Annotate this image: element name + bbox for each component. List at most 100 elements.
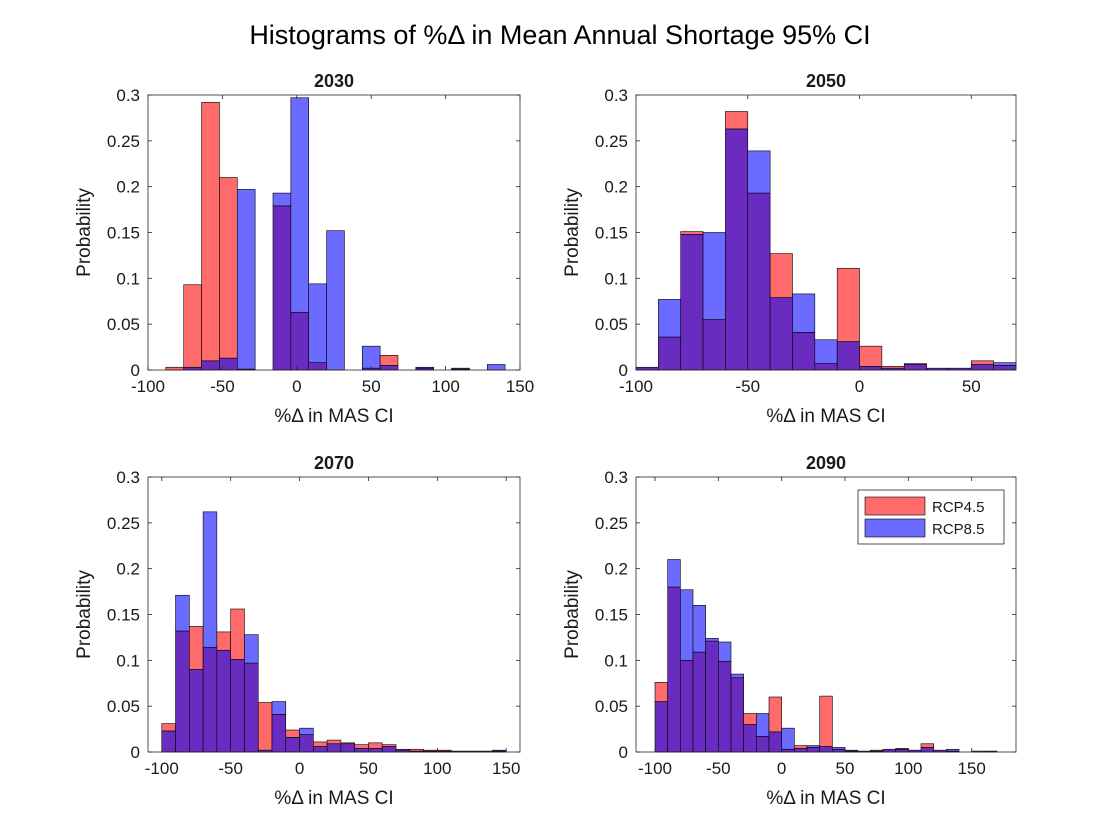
- bar-overlap: [920, 747, 934, 753]
- bar-overlap: [175, 630, 190, 753]
- bar-rcp45: [257, 702, 273, 751]
- bar-overlap: [680, 660, 694, 753]
- x-tick-label: 50: [362, 377, 381, 396]
- y-tick-label: 0.05: [595, 315, 628, 334]
- y-tick-label: 0.25: [595, 514, 628, 533]
- bar-rcp45: [354, 744, 369, 749]
- x-axis-label: %Δ in MAS CI: [766, 788, 885, 809]
- bar-overlap: [201, 360, 220, 371]
- x-tick-label: 0: [855, 377, 864, 396]
- bars: [654, 559, 998, 753]
- bar-rcp85: [993, 362, 1017, 366]
- y-tick-label: 0.2: [116, 560, 140, 579]
- y-tick-label: 0.15: [595, 606, 628, 625]
- bar-rcp85: [486, 364, 506, 371]
- figure-title: Histograms of %Δ in Mean Annual Shortage…: [249, 20, 871, 50]
- bar-overlap: [769, 297, 793, 371]
- bar-rcp45: [859, 345, 883, 367]
- legend-swatch-rcp45: [864, 496, 926, 516]
- bar-overlap: [882, 748, 896, 753]
- bar-rcp45: [165, 366, 185, 371]
- bar-rcp45: [395, 748, 411, 751]
- bar-rcp45: [836, 267, 860, 342]
- bar-overlap: [832, 748, 846, 753]
- x-tick-label: -100: [131, 377, 165, 396]
- bar-rcp45: [183, 284, 202, 368]
- x-tick-label: -50: [210, 377, 235, 396]
- bar-rcp45: [768, 696, 782, 733]
- bar-rcp85: [730, 673, 744, 679]
- bar-overlap: [354, 748, 369, 753]
- bar-rcp85: [692, 605, 706, 653]
- bar-overlap: [970, 364, 994, 371]
- bar-rcp85: [326, 230, 345, 371]
- bar-overlap: [768, 731, 782, 753]
- y-tick-label: 0: [131, 743, 140, 762]
- bar-overlap: [859, 366, 883, 371]
- bar-rcp85: [175, 594, 190, 632]
- x-tick-label: -50: [706, 759, 731, 778]
- bar-overlap: [680, 234, 704, 371]
- bar-rcp85: [747, 150, 771, 194]
- y-tick-label: 0.3: [604, 86, 628, 105]
- y-axis-label: Probability: [562, 188, 583, 277]
- bar-rcp45: [161, 723, 176, 732]
- bar-rcp45: [794, 745, 808, 749]
- bar-rcp45: [725, 111, 749, 130]
- bars: [635, 111, 1017, 371]
- y-axis-label: Probability: [74, 570, 95, 659]
- legend-label-rcp45: RCP4.5: [932, 499, 985, 516]
- bar-overlap: [285, 737, 300, 753]
- x-tick-label: -100: [145, 759, 179, 778]
- bar-rcp85: [702, 232, 726, 320]
- y-tick-label: 0.25: [107, 514, 140, 533]
- bar-overlap: [202, 647, 218, 753]
- panel-title: 2090: [806, 453, 846, 473]
- x-tick-label: 100: [423, 759, 451, 778]
- legend: RCP4.5 RCP8.5: [857, 489, 1005, 545]
- bar-rcp45: [895, 748, 909, 750]
- bar-rcp85: [781, 727, 795, 750]
- bar-overlap: [272, 205, 292, 371]
- y-tick-label: 0.05: [107, 697, 140, 716]
- bar-rcp45: [285, 729, 300, 738]
- x-tick-label: 150: [492, 759, 520, 778]
- x-axis-label: %Δ in MAS CI: [274, 788, 393, 809]
- panel-2050: -100 -50 0 50 0 0.05 0.1 0.15 0.2 0.25 0.3 2050 %Δ i…: [562, 71, 1017, 427]
- y-tick-label: 0.1: [604, 651, 628, 670]
- x-tick-label: 100: [894, 759, 922, 778]
- bar-overlap: [743, 724, 757, 753]
- x-tick-label: 100: [431, 377, 459, 396]
- bar-rcp85: [658, 299, 682, 338]
- bar-overlap: [806, 747, 820, 753]
- x-tick-label: 0: [292, 377, 301, 396]
- bar-overlap: [702, 319, 726, 371]
- x-tick-label: 50: [836, 759, 855, 778]
- panel-2030: -100 -50 0 50 100 150 0 0.05 0.1 0.15 0.2 0.25 0.3 20…: [74, 71, 534, 427]
- bar-overlap: [183, 366, 202, 371]
- bar-rcp45: [189, 626, 204, 670]
- bar-rcp45: [201, 102, 220, 362]
- bars: [165, 97, 506, 371]
- bar-overlap: [993, 365, 1017, 371]
- y-tick-label: 0.3: [604, 468, 628, 487]
- y-tick-label: 0.3: [116, 86, 140, 105]
- bar-rcp85: [792, 293, 816, 333]
- y-tick-label: 0.15: [107, 606, 140, 625]
- x-tick-label: 50: [962, 377, 981, 396]
- bar-overlap: [244, 662, 259, 753]
- bar-rcp45: [423, 749, 438, 752]
- bar-rcp85: [236, 189, 256, 370]
- bar-rcp45: [769, 253, 793, 298]
- bar-rcp85: [290, 97, 310, 313]
- y-tick-label: 0.2: [604, 178, 628, 197]
- panel-title: 2070: [314, 453, 354, 473]
- bar-overlap: [379, 365, 399, 371]
- bar-rcp85: [272, 192, 292, 207]
- bar-rcp45: [819, 695, 833, 747]
- bar-overlap: [635, 366, 659, 371]
- y-axis-label: Probability: [562, 570, 583, 659]
- panel-2070: -100 -50 0 50 100 150 0 0.05 0.1 0.15 0.2 0.25 0.3 20…: [74, 453, 520, 809]
- bar-rcp85: [492, 749, 507, 752]
